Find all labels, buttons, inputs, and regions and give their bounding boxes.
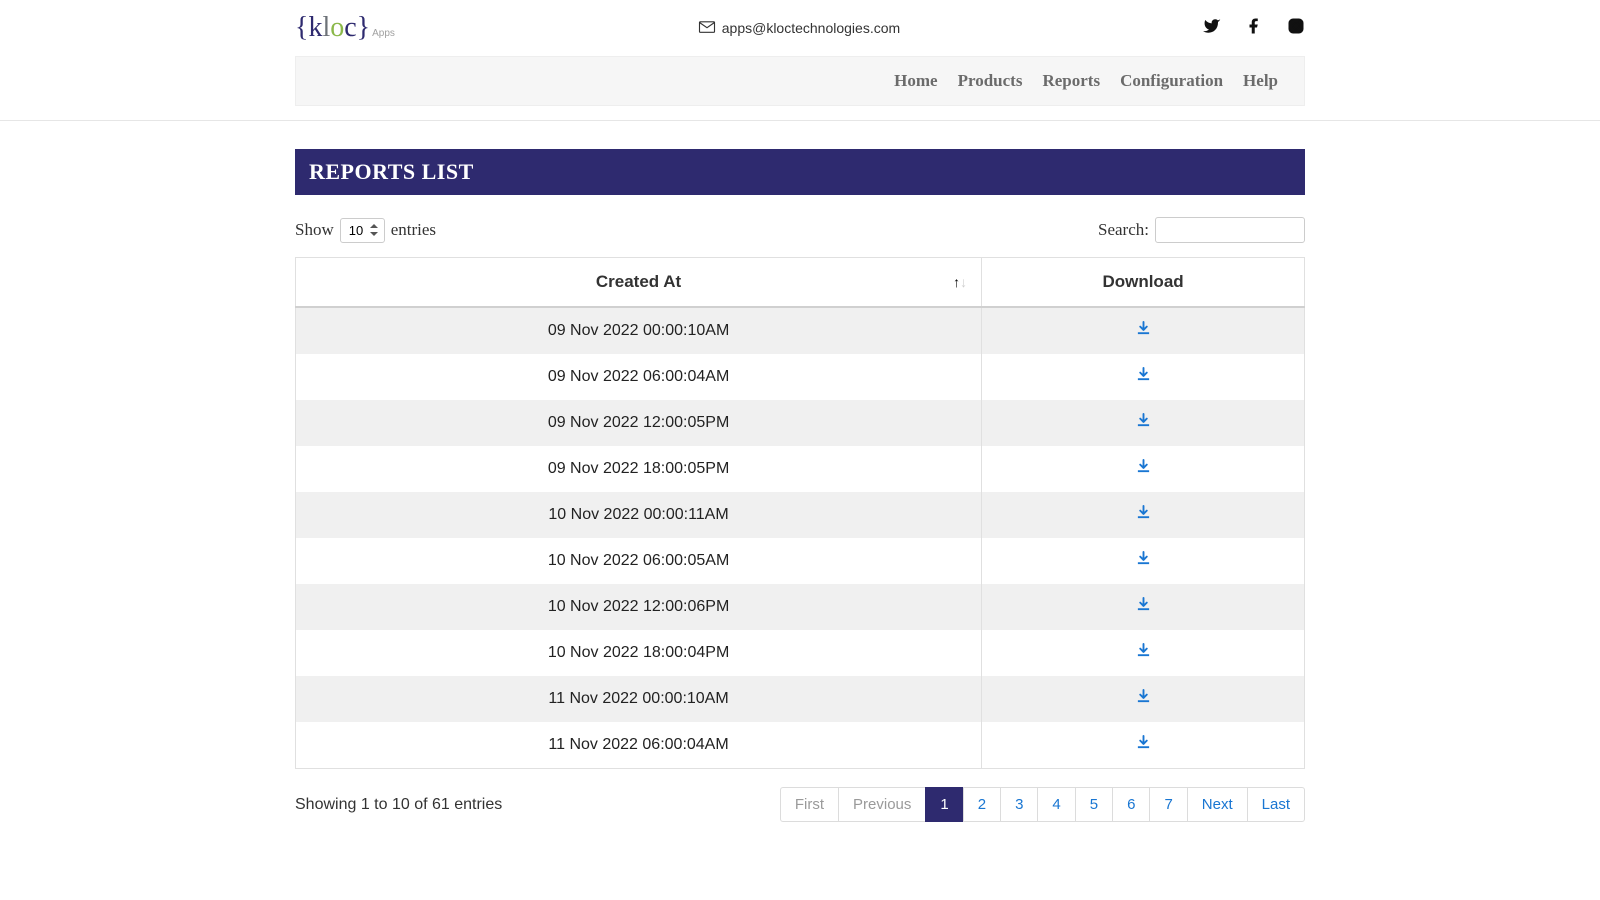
entries-selector: Show 10 entries bbox=[295, 218, 436, 243]
table-footer: Showing 1 to 10 of 61 entries FirstPrevi… bbox=[295, 787, 1305, 822]
sort-icon: ↑↓ bbox=[953, 274, 967, 290]
entries-select[interactable]: 10 bbox=[340, 218, 385, 243]
page-6[interactable]: 6 bbox=[1112, 787, 1150, 822]
nav-configuration[interactable]: Configuration bbox=[1110, 71, 1233, 91]
table-row: 10 Nov 2022 12:00:06PM bbox=[296, 584, 1305, 630]
cell-download bbox=[982, 307, 1305, 354]
logo-subtext: Apps bbox=[372, 28, 395, 39]
cell-created-at: 09 Nov 2022 18:00:05PM bbox=[296, 446, 982, 492]
topbar: {kloc} Apps apps@kloctechnologies.com bbox=[295, 0, 1305, 52]
nav-products[interactable]: Products bbox=[948, 71, 1033, 91]
nav-reports[interactable]: Reports bbox=[1032, 71, 1110, 91]
cell-created-at: 10 Nov 2022 12:00:06PM bbox=[296, 584, 982, 630]
table-row: 09 Nov 2022 06:00:04AM bbox=[296, 354, 1305, 400]
cell-download bbox=[982, 446, 1305, 492]
mail-icon bbox=[698, 18, 716, 39]
col-download: Download bbox=[982, 258, 1305, 308]
page-previous: Previous bbox=[838, 787, 926, 822]
search-box: Search: bbox=[1098, 217, 1305, 243]
cell-download bbox=[982, 538, 1305, 584]
cell-download bbox=[982, 722, 1305, 769]
instagram-icon[interactable] bbox=[1287, 17, 1305, 40]
download-icon[interactable] bbox=[1136, 367, 1151, 382]
table-row: 11 Nov 2022 00:00:10AM bbox=[296, 676, 1305, 722]
page-7[interactable]: 7 bbox=[1149, 787, 1187, 822]
entries-info: Showing 1 to 10 of 61 entries bbox=[295, 796, 502, 814]
twitter-icon[interactable] bbox=[1203, 17, 1221, 40]
cell-created-at: 10 Nov 2022 06:00:05AM bbox=[296, 538, 982, 584]
cell-download bbox=[982, 400, 1305, 446]
page-first: First bbox=[780, 787, 839, 822]
page-2[interactable]: 2 bbox=[963, 787, 1001, 822]
search-label: Search: bbox=[1098, 220, 1149, 240]
table-row: 09 Nov 2022 12:00:05PM bbox=[296, 400, 1305, 446]
table-controls: Show 10 entries Search: bbox=[295, 217, 1305, 243]
page-1[interactable]: 1 bbox=[925, 787, 963, 822]
cell-created-at: 09 Nov 2022 00:00:10AM bbox=[296, 307, 982, 354]
show-label-post: entries bbox=[391, 220, 436, 240]
contact-email[interactable]: apps@kloctechnologies.com bbox=[698, 18, 900, 39]
search-input[interactable] bbox=[1155, 217, 1305, 243]
show-label-pre: Show bbox=[295, 220, 334, 240]
col-created-at-label: Created At bbox=[596, 272, 681, 291]
logo-text: {kloc} bbox=[295, 12, 370, 44]
page-5[interactable]: 5 bbox=[1075, 787, 1113, 822]
pagination: FirstPrevious1234567NextLast bbox=[781, 787, 1305, 822]
table-row: 09 Nov 2022 18:00:05PM bbox=[296, 446, 1305, 492]
reports-table: Created At ↑↓ Download 09 Nov 2022 00:00… bbox=[295, 257, 1305, 769]
page-title: REPORTS LIST bbox=[295, 149, 1305, 195]
cell-created-at: 10 Nov 2022 18:00:04PM bbox=[296, 630, 982, 676]
col-created-at[interactable]: Created At ↑↓ bbox=[296, 258, 982, 308]
cell-created-at: 11 Nov 2022 06:00:04AM bbox=[296, 722, 982, 769]
divider bbox=[0, 120, 1600, 121]
table-row: 11 Nov 2022 06:00:04AM bbox=[296, 722, 1305, 769]
nav-help[interactable]: Help bbox=[1233, 71, 1288, 91]
nav-home[interactable]: Home bbox=[884, 71, 947, 91]
facebook-icon[interactable] bbox=[1245, 17, 1263, 40]
download-icon[interactable] bbox=[1136, 413, 1151, 428]
cell-created-at: 09 Nov 2022 12:00:05PM bbox=[296, 400, 982, 446]
download-icon[interactable] bbox=[1136, 459, 1151, 474]
table-row: 10 Nov 2022 18:00:04PM bbox=[296, 630, 1305, 676]
download-icon[interactable] bbox=[1136, 643, 1151, 658]
contact-email-text: apps@kloctechnologies.com bbox=[722, 20, 900, 36]
page-3[interactable]: 3 bbox=[1000, 787, 1038, 822]
download-icon[interactable] bbox=[1136, 551, 1151, 566]
col-download-label: Download bbox=[1102, 272, 1183, 291]
download-icon[interactable] bbox=[1136, 321, 1151, 336]
main-nav: Home Products Reports Configuration Help bbox=[295, 56, 1305, 106]
page-last[interactable]: Last bbox=[1247, 787, 1305, 822]
logo[interactable]: {kloc} Apps bbox=[295, 12, 395, 44]
page-next[interactable]: Next bbox=[1187, 787, 1248, 822]
cell-download bbox=[982, 584, 1305, 630]
cell-download bbox=[982, 354, 1305, 400]
download-icon[interactable] bbox=[1136, 505, 1151, 520]
cell-created-at: 09 Nov 2022 06:00:04AM bbox=[296, 354, 982, 400]
page-4[interactable]: 4 bbox=[1037, 787, 1075, 822]
social-links bbox=[1203, 17, 1305, 40]
cell-created-at: 11 Nov 2022 00:00:10AM bbox=[296, 676, 982, 722]
table-row: 10 Nov 2022 06:00:05AM bbox=[296, 538, 1305, 584]
cell-download bbox=[982, 676, 1305, 722]
cell-download bbox=[982, 630, 1305, 676]
download-icon[interactable] bbox=[1136, 597, 1151, 612]
download-icon[interactable] bbox=[1136, 689, 1151, 704]
table-row: 10 Nov 2022 00:00:11AM bbox=[296, 492, 1305, 538]
download-icon[interactable] bbox=[1136, 735, 1151, 750]
table-row: 09 Nov 2022 00:00:10AM bbox=[296, 307, 1305, 354]
cell-created-at: 10 Nov 2022 00:00:11AM bbox=[296, 492, 982, 538]
cell-download bbox=[982, 492, 1305, 538]
